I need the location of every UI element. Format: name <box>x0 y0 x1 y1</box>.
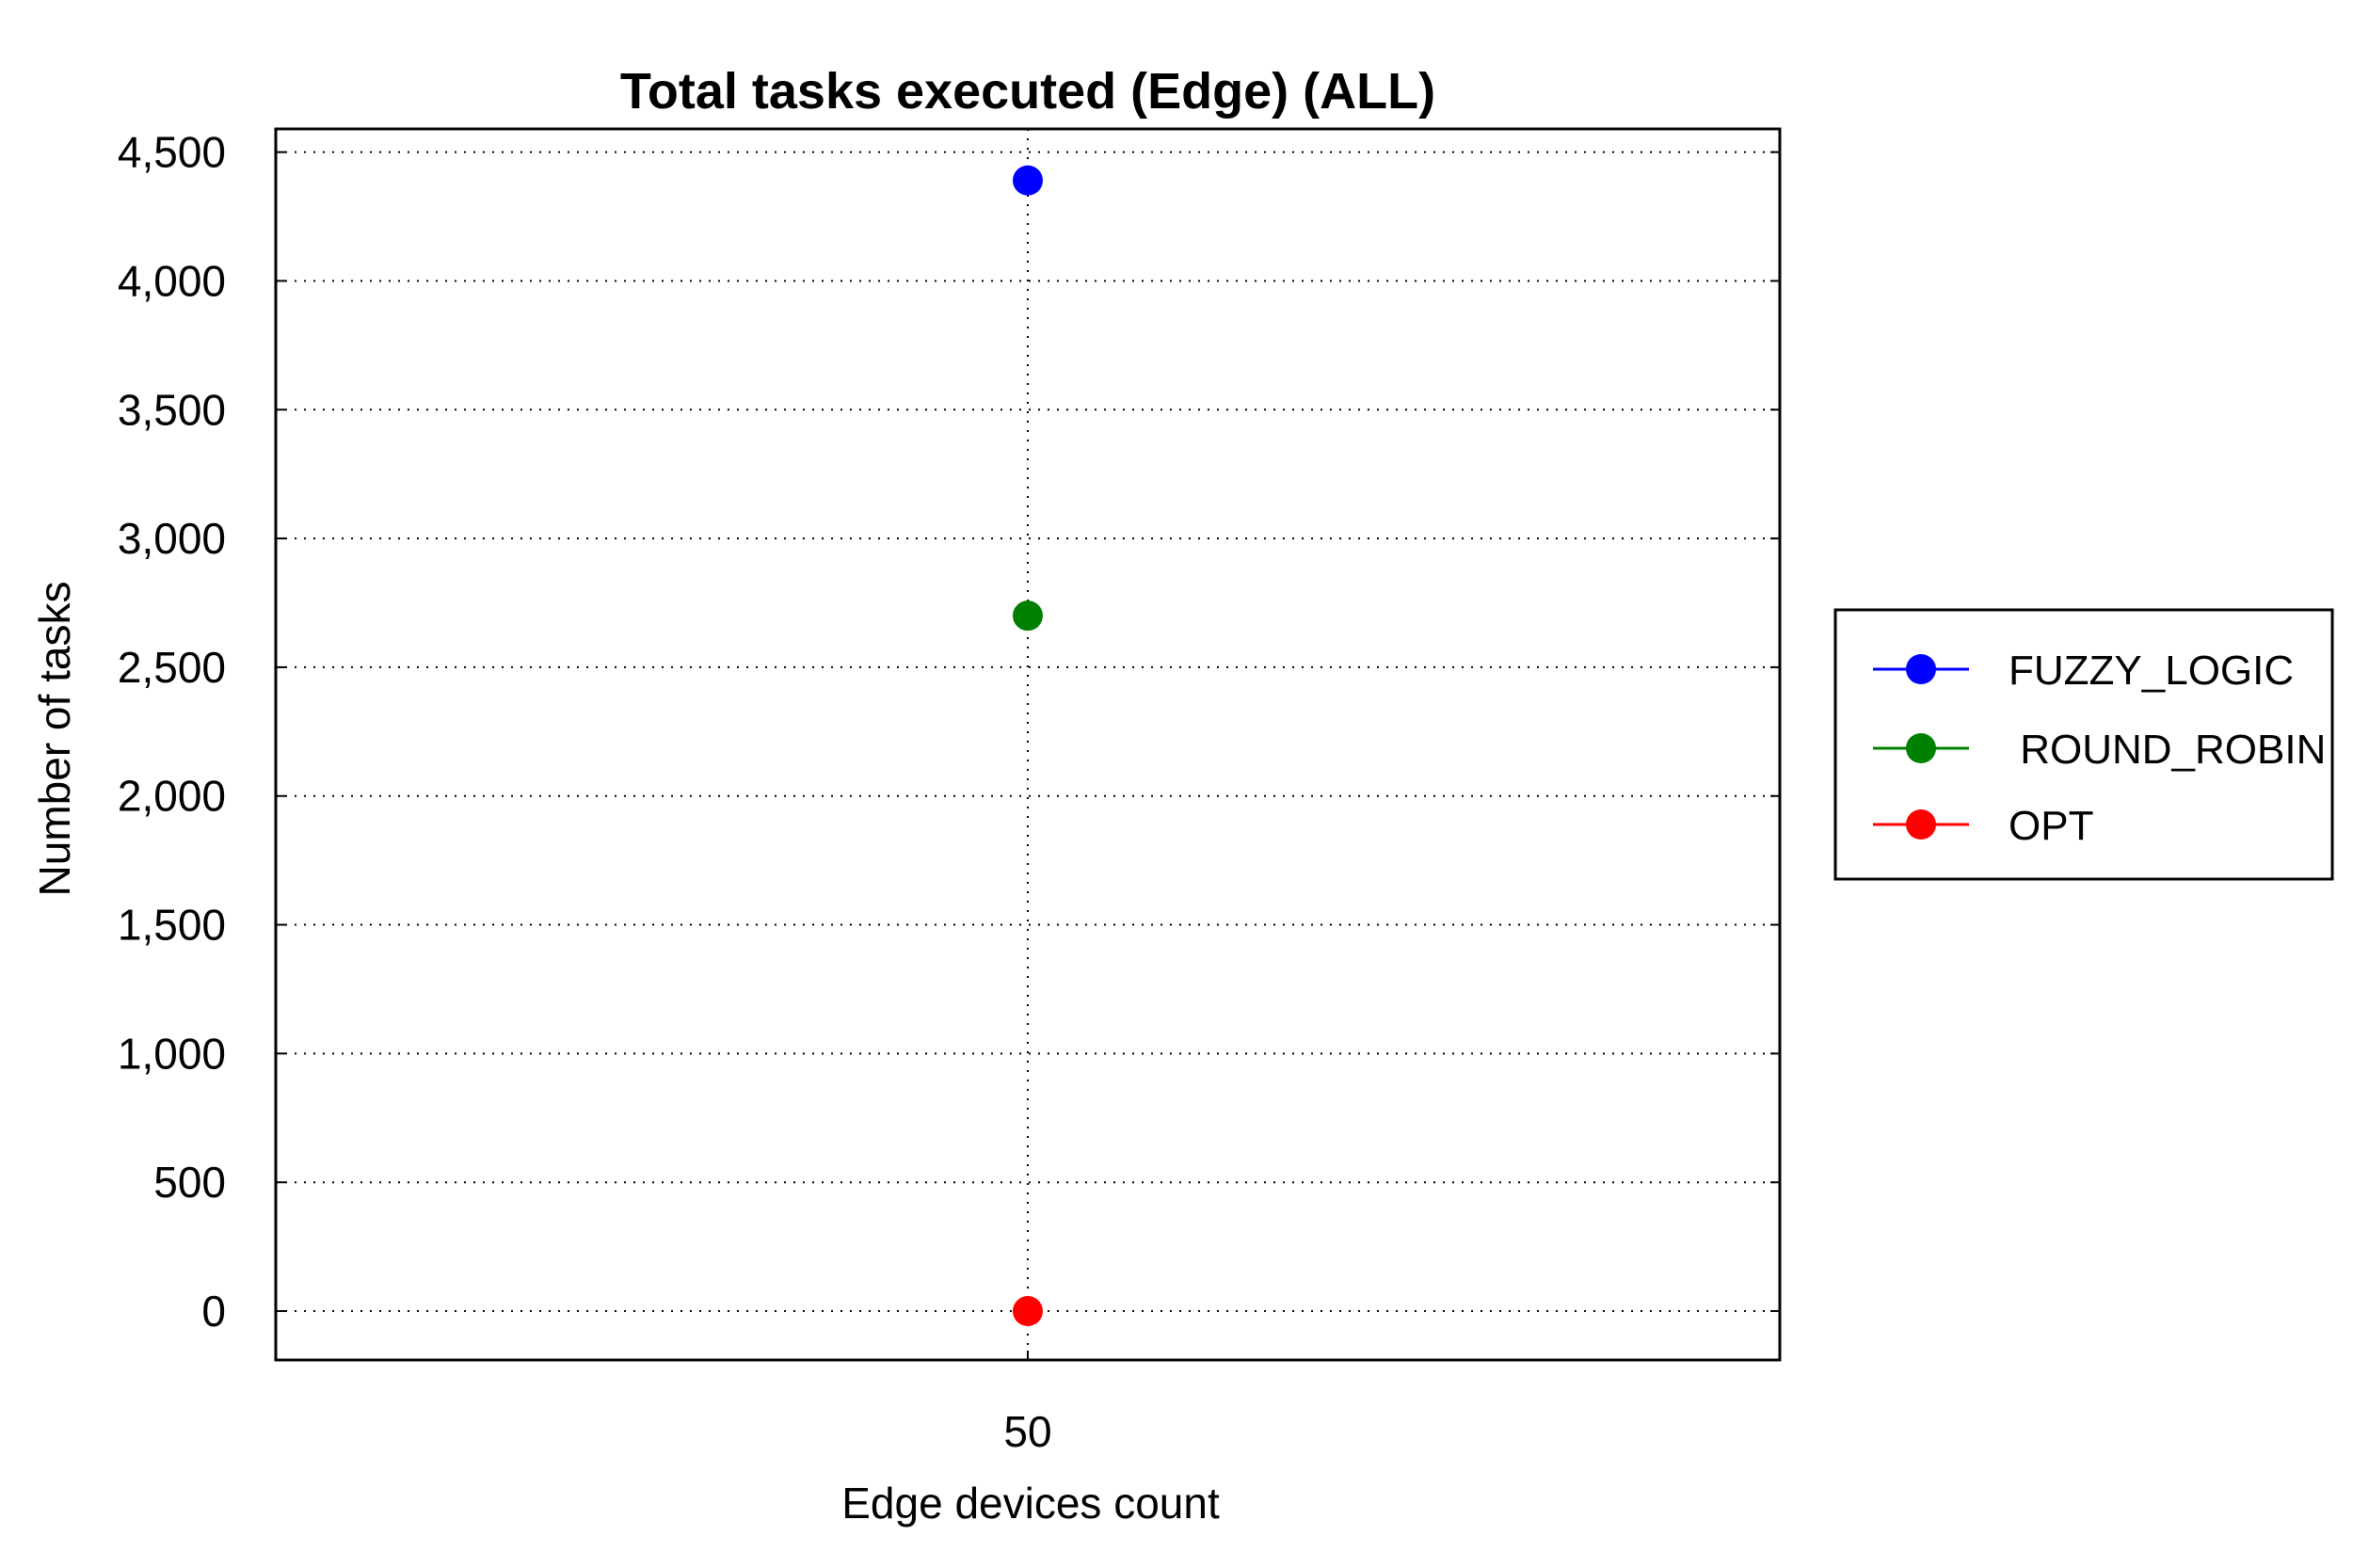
series-layer <box>1013 165 1043 1327</box>
data-point-fuzzy-logic <box>1013 165 1043 196</box>
legend-marker-round-robin <box>1906 733 1936 763</box>
data-point-round-robin <box>1013 600 1043 632</box>
y-tick-label: 1,000 <box>118 1029 226 1078</box>
legend-label-round-robin: ROUND_ROBIN <box>2009 727 2326 773</box>
y-tick-label: 2,000 <box>118 772 226 821</box>
y-axis-ticks: 0 500 1,000 1,500 2,000 2,500 3,000 3,500 4,000 4… <box>118 128 1780 1336</box>
x-axis-ticks: 50 <box>1003 1351 1052 1456</box>
legend-label-opt: OPT <box>2009 803 2093 849</box>
legend-marker-opt <box>1906 809 1936 840</box>
grid <box>276 129 1780 1360</box>
y-tick-label: 1,500 <box>118 901 226 950</box>
data-point-opt <box>1013 1296 1043 1327</box>
y-tick-label: 4,500 <box>118 128 226 177</box>
x-tick-label: 50 <box>1003 1407 1051 1456</box>
x-axis-label: Edge devices count <box>841 1479 1220 1528</box>
chart-title: Total tasks executed (Edge) (ALL) <box>620 63 1435 120</box>
y-tick-label: 0 <box>201 1287 226 1336</box>
y-tick-label: 4,000 <box>118 256 226 305</box>
y-tick-label: 500 <box>153 1158 226 1207</box>
legend-marker-fuzzy-logic <box>1906 654 1936 684</box>
legend-items: FUZZY_LOGIC ROUND_ROBIN OPT <box>1873 648 2326 849</box>
legend: FUZZY_LOGIC ROUND_ROBIN OPT <box>1833 608 2334 881</box>
legend-label-fuzzy-logic: FUZZY_LOGIC <box>2009 648 2294 694</box>
y-axis-label: Number of tasks <box>30 582 79 897</box>
y-tick-label: 2,500 <box>118 643 226 692</box>
y-tick-label: 3,500 <box>118 385 226 434</box>
y-tick-label: 3,000 <box>118 514 226 563</box>
